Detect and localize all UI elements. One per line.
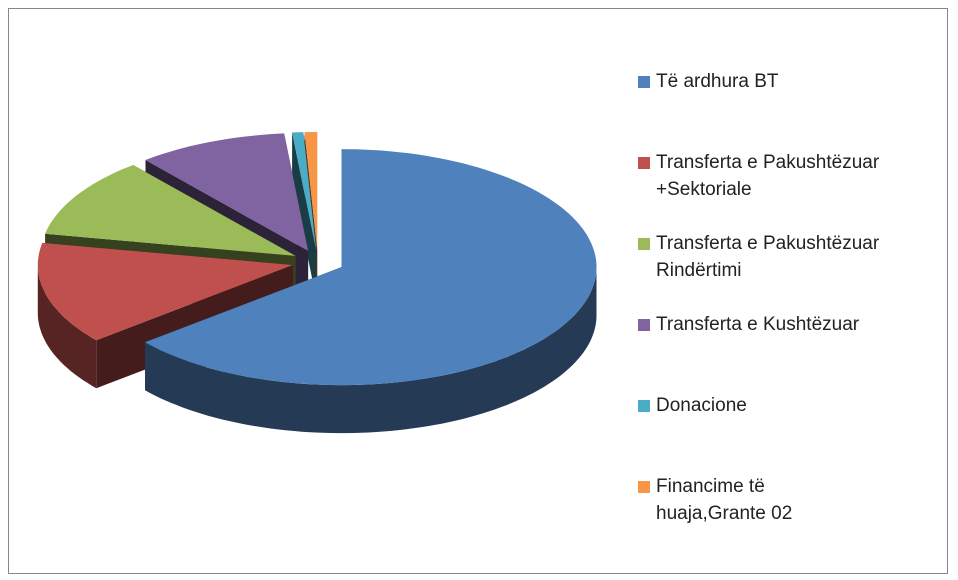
slice-top bbox=[292, 132, 317, 250]
slice-side bbox=[37, 265, 97, 389]
legend-label: Transferta e Kushtëzuar bbox=[656, 314, 860, 335]
legend-label: Transferta e Pakushtëzuar Rindërtimi bbox=[656, 233, 880, 281]
chart-frame bbox=[8, 8, 948, 574]
legend-label: Financime të huaja,Grante 02 bbox=[656, 476, 793, 524]
legend-label: Transferta e Pakushtëzuar +Sektoriale bbox=[656, 152, 880, 200]
legend-swatch bbox=[638, 238, 650, 250]
legend-item: Transferta e Pakushtëzuar +Sektoriale bbox=[636, 149, 956, 230]
slice-top bbox=[304, 132, 318, 250]
legend: Të ardhura BT Transferta e Pakushtëzuar +… bbox=[636, 68, 956, 554]
slice-side bbox=[145, 267, 597, 434]
legend-item: Të ardhura BT bbox=[636, 68, 956, 149]
legend-item: Financime të huaja,Grante 02 bbox=[636, 473, 836, 554]
legend-item: Transferta e Pakushtëzuar Rindërtimi bbox=[636, 230, 956, 311]
legend-swatch bbox=[638, 76, 650, 88]
slice bbox=[292, 132, 317, 298]
legend-item: Donacione bbox=[636, 392, 956, 473]
slice-top bbox=[37, 242, 293, 341]
slice bbox=[145, 149, 597, 434]
legend-swatch bbox=[638, 400, 650, 412]
slice-top bbox=[45, 165, 296, 256]
legend-label: Donacione bbox=[656, 395, 747, 416]
legend-label: Të ardhura BT bbox=[656, 71, 779, 92]
legend-item: Transferta e Kushtëzuar bbox=[636, 311, 956, 392]
slice-top bbox=[145, 133, 309, 251]
slice-cut-face bbox=[292, 132, 317, 298]
legend-swatch bbox=[638, 319, 650, 331]
legend-swatch bbox=[638, 481, 650, 493]
slice-top bbox=[145, 149, 597, 386]
legend-swatch bbox=[638, 157, 650, 169]
